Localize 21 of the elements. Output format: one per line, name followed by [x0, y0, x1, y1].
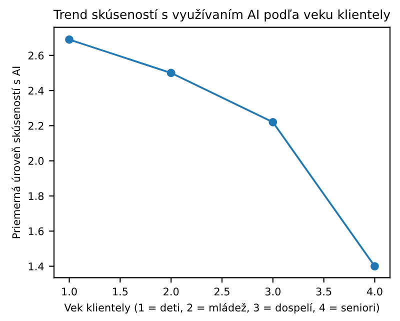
point: [166, 68, 176, 78]
x-tick-label: 1.0: [62, 288, 77, 296]
point: [65, 35, 74, 44]
x-axis-title: Vek klientely (1 = deti, 2 = mládež, 3 = dospelí, 4 = seniori): [64, 303, 379, 314]
x-tick-label: 4.0: [366, 288, 382, 296]
x-tick-label: 3.5: [316, 288, 332, 296]
x-tick-label: 1.5: [113, 288, 128, 296]
y-tick-label: 2.6: [28, 52, 44, 60]
y-tick-label: 1.4: [28, 262, 44, 270]
x-tick-label: 2.0: [164, 288, 179, 296]
y-tick-label: 2.4: [28, 86, 44, 94]
chart-title: Trend skúseností s využívaním AI podľa veku klientely: [53, 8, 390, 22]
y-tick-label: 2.0: [28, 157, 44, 165]
x-tick-label: 3.0: [265, 288, 280, 296]
point: [268, 118, 278, 126]
y-tick-label: 2.2: [28, 122, 44, 130]
y-tick-label: 1.8: [28, 192, 44, 200]
y-axis-title: Priemerná úroveň skúseností s AI: [12, 66, 20, 238]
y-tick-label: 1.6: [28, 227, 44, 236]
x-tick-label: 2.5: [214, 288, 230, 296]
point: [370, 262, 379, 270]
